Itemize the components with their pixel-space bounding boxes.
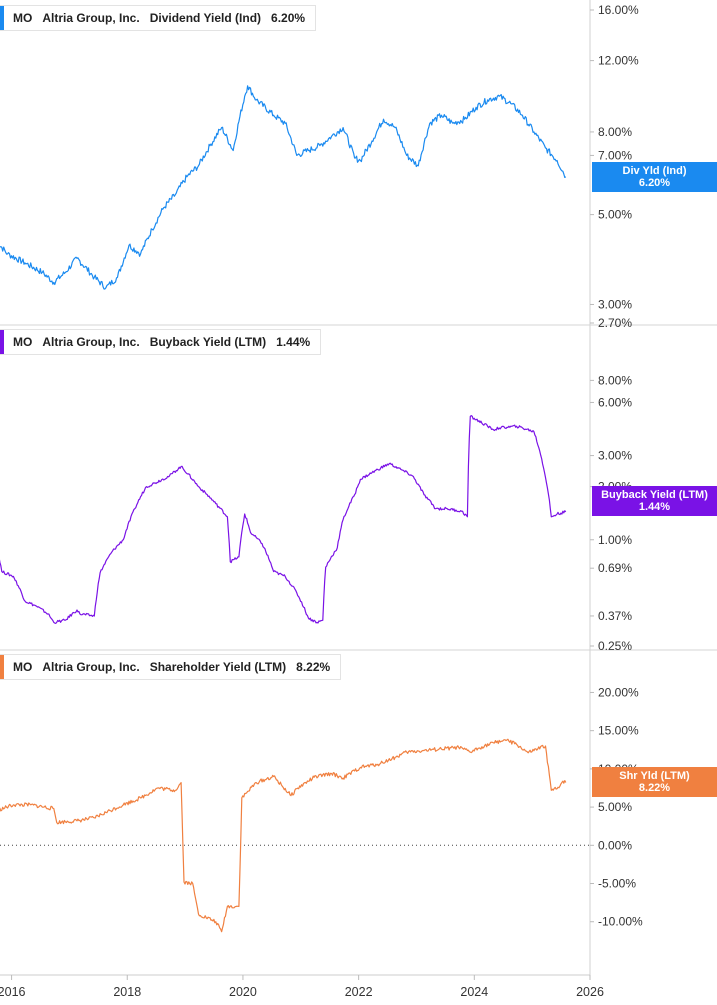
badge-value: 8.22% [638,782,671,794]
y-tick-label: 15.00% [598,724,639,738]
legend-color-bar [0,6,4,30]
legend-buyback-yield: MO Altria Group, Inc. Buyback Yield (LTM… [0,329,322,355]
legend-company: Altria Group, Inc. [42,11,140,25]
legend-series-name: Buyback Yield (LTM) [149,335,267,349]
series-line-1 [0,415,567,624]
legend-ticker: MO [13,660,33,674]
legend-series-name: Shareholder Yield (LTM) [149,660,287,674]
legend-dividend-yield: MO Altria Group, Inc. Dividend Yield (In… [0,5,317,31]
x-tick-label: 2016 [0,985,26,999]
legend-color-bar [0,655,4,679]
y-tick-label: 0.69% [598,561,632,575]
legend-company: Altria Group, Inc. [42,335,140,349]
x-tick-label: 2020 [229,985,257,999]
x-tick-label: 2022 [345,985,373,999]
y-tick-label: 3.00% [598,297,632,311]
y-tick-label: 6.00% [598,395,632,409]
legend-current-value: 8.22% [296,660,331,674]
y-tick-label: 5.00% [598,208,632,222]
y-tick-label: 8.00% [598,125,632,139]
legend-series-name: Dividend Yield (Ind) [149,11,262,25]
y-tick-label: 2.70% [598,316,632,330]
x-tick-label: 2026 [576,985,604,999]
current-value-badge-shareholder: Shr Yld (LTM) 8.22% [592,767,717,797]
y-tick-label: 0.25% [598,639,632,653]
y-tick-label: 3.00% [598,449,632,463]
legend-current-value: 1.44% [276,335,311,349]
legend-ticker: MO [13,11,33,25]
x-tick-label: 2018 [113,985,141,999]
y-tick-label: 0.37% [598,609,632,623]
y-tick-label: 7.00% [598,148,632,162]
current-value-badge-dividend: Div Yld (Ind) 6.20% [592,162,717,192]
badge-value: 6.20% [638,177,671,189]
legend-ticker: MO [13,335,33,349]
y-tick-label: 20.00% [598,685,639,699]
y-tick-label: -5.00% [598,877,636,891]
badge-series-name: Buyback Yield (LTM) [601,489,708,501]
y-tick-label: 8.00% [598,373,632,387]
series-line-2 [0,738,567,933]
badge-value: 1.44% [638,501,671,513]
legend-shareholder-yield: MO Altria Group, Inc. Shareholder Yield … [0,654,342,680]
y-tick-label: -10.00% [598,915,643,929]
legend-company: Altria Group, Inc. [42,660,140,674]
y-tick-label: 16.00% [598,3,639,17]
y-tick-label: 5.00% [598,800,632,814]
legend-color-bar [0,330,4,354]
badge-series-name: Div Yld (Ind) [622,165,687,177]
current-value-badge-buyback: Buyback Yield (LTM) 1.44% [592,486,717,516]
x-tick-label: 2024 [460,985,488,999]
badge-series-name: Shr Yld (LTM) [619,770,690,782]
y-tick-label: 0.00% [598,838,632,852]
y-tick-label: 1.00% [598,533,632,547]
series-line-0 [0,85,567,290]
legend-current-value: 6.20% [271,11,306,25]
y-tick-label: 12.00% [598,54,639,68]
